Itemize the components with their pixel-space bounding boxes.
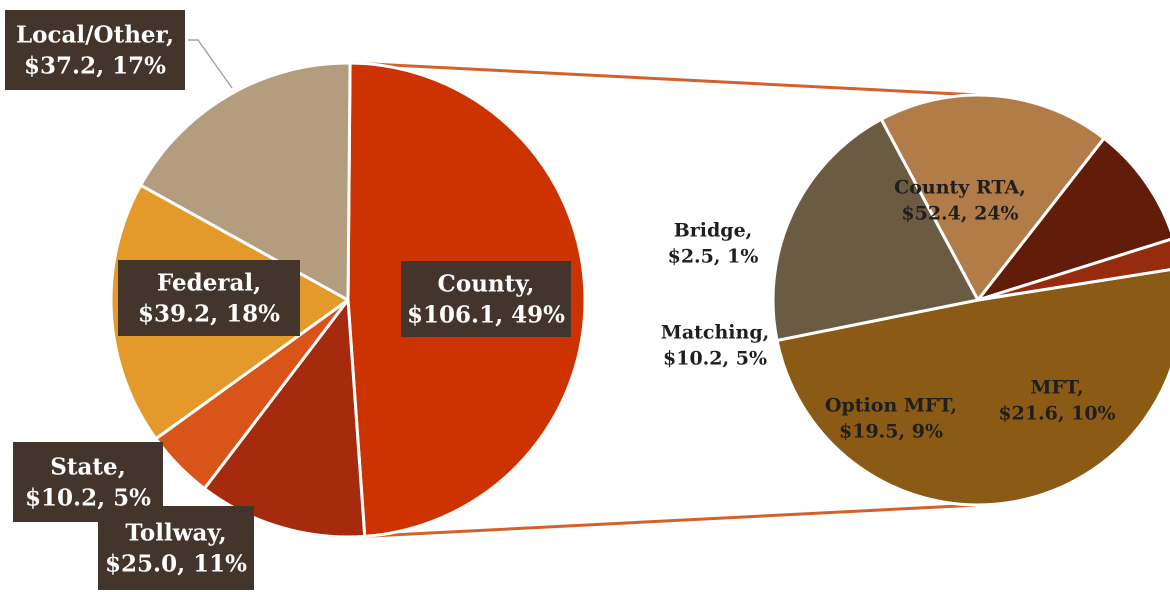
- sub-label-line2-mft: $21.6, 10%: [998, 403, 1115, 425]
- main-label-box-federal: [118, 260, 300, 336]
- sub-label-line1-mft: MFT,: [1030, 377, 1083, 399]
- main-label-line1-federal: Federal,: [157, 270, 261, 297]
- connector-line-top: [352, 61, 979, 97]
- main-label-line2-state: $10.2, 5%: [25, 485, 151, 512]
- main-label-local-other: Local/Other, $37.2, 17%: [5, 10, 185, 90]
- main-slice-local-other: [139, 61, 352, 302]
- sub-slice-county-rta: [775, 268, 1170, 507]
- sub-label-line1-county-rta: County RTA,: [894, 177, 1026, 199]
- connector-line-bottom: [366, 503, 979, 538]
- main-label-box-county: [401, 261, 571, 337]
- main-label-box-local-other: [5, 10, 185, 90]
- sub-label-mft: MFT, $21.6, 10%: [998, 377, 1115, 425]
- main-label-line1-local-other: Local/Other,: [16, 22, 174, 49]
- data-labels: County, $106.1, 49% Tollway, $25.0, 11% Stat…: [5, 10, 1116, 590]
- sub-label-line2-bridge: $2.5, 1%: [668, 246, 759, 268]
- sub-label-county-rta: County RTA, $52.4, 24%: [894, 177, 1026, 225]
- sub-label-line2-county-rta: $52.4, 24%: [901, 203, 1018, 225]
- main-label-federal: Federal, $39.2, 18%: [118, 260, 300, 336]
- sub-label-option-mft: Option MFT, $19.5, 9%: [825, 395, 957, 443]
- sub-label-line2-option-mft: $19.5, 9%: [839, 421, 943, 443]
- sub-label-line1-bridge: Bridge,: [674, 220, 753, 242]
- sub-label-line1-matching: Matching,: [661, 322, 769, 344]
- main-label-state: State, $10.2, 5%: [13, 442, 163, 522]
- secondary-pie: [771, 93, 1170, 507]
- main-label-line2-local-other: $37.2, 17%: [24, 53, 166, 80]
- sub-slice-mft: [771, 117, 980, 342]
- sub-label-matching: Matching, $10.2, 5%: [661, 322, 769, 370]
- main-label-line2-tollway: $25.0, 11%: [105, 551, 247, 578]
- main-label-line2-county: $106.1, 49%: [407, 302, 565, 329]
- main-label-county: County, $106.1, 49%: [401, 261, 571, 337]
- leader-line-local-other: [188, 39, 233, 89]
- main-label-line1-county: County,: [438, 271, 535, 298]
- main-label-line1-state: State,: [50, 454, 125, 481]
- sub-slice-option-mft: [879, 93, 1106, 302]
- main-label-line1-tollway: Tollway,: [125, 520, 226, 547]
- sub-slice-matching: [976, 136, 1170, 302]
- main-label-line2-federal: $39.2, 18%: [138, 301, 280, 328]
- main-slice-tollway: [202, 298, 367, 539]
- sub-label-line1-option-mft: Option MFT,: [825, 395, 957, 417]
- sub-slice-bridge: [976, 237, 1170, 302]
- sub-label-bridge: Bridge, $2.5, 1%: [668, 220, 759, 268]
- sub-label-line2-matching: $10.2, 5%: [663, 348, 767, 370]
- main-label-box-state: [13, 442, 163, 522]
